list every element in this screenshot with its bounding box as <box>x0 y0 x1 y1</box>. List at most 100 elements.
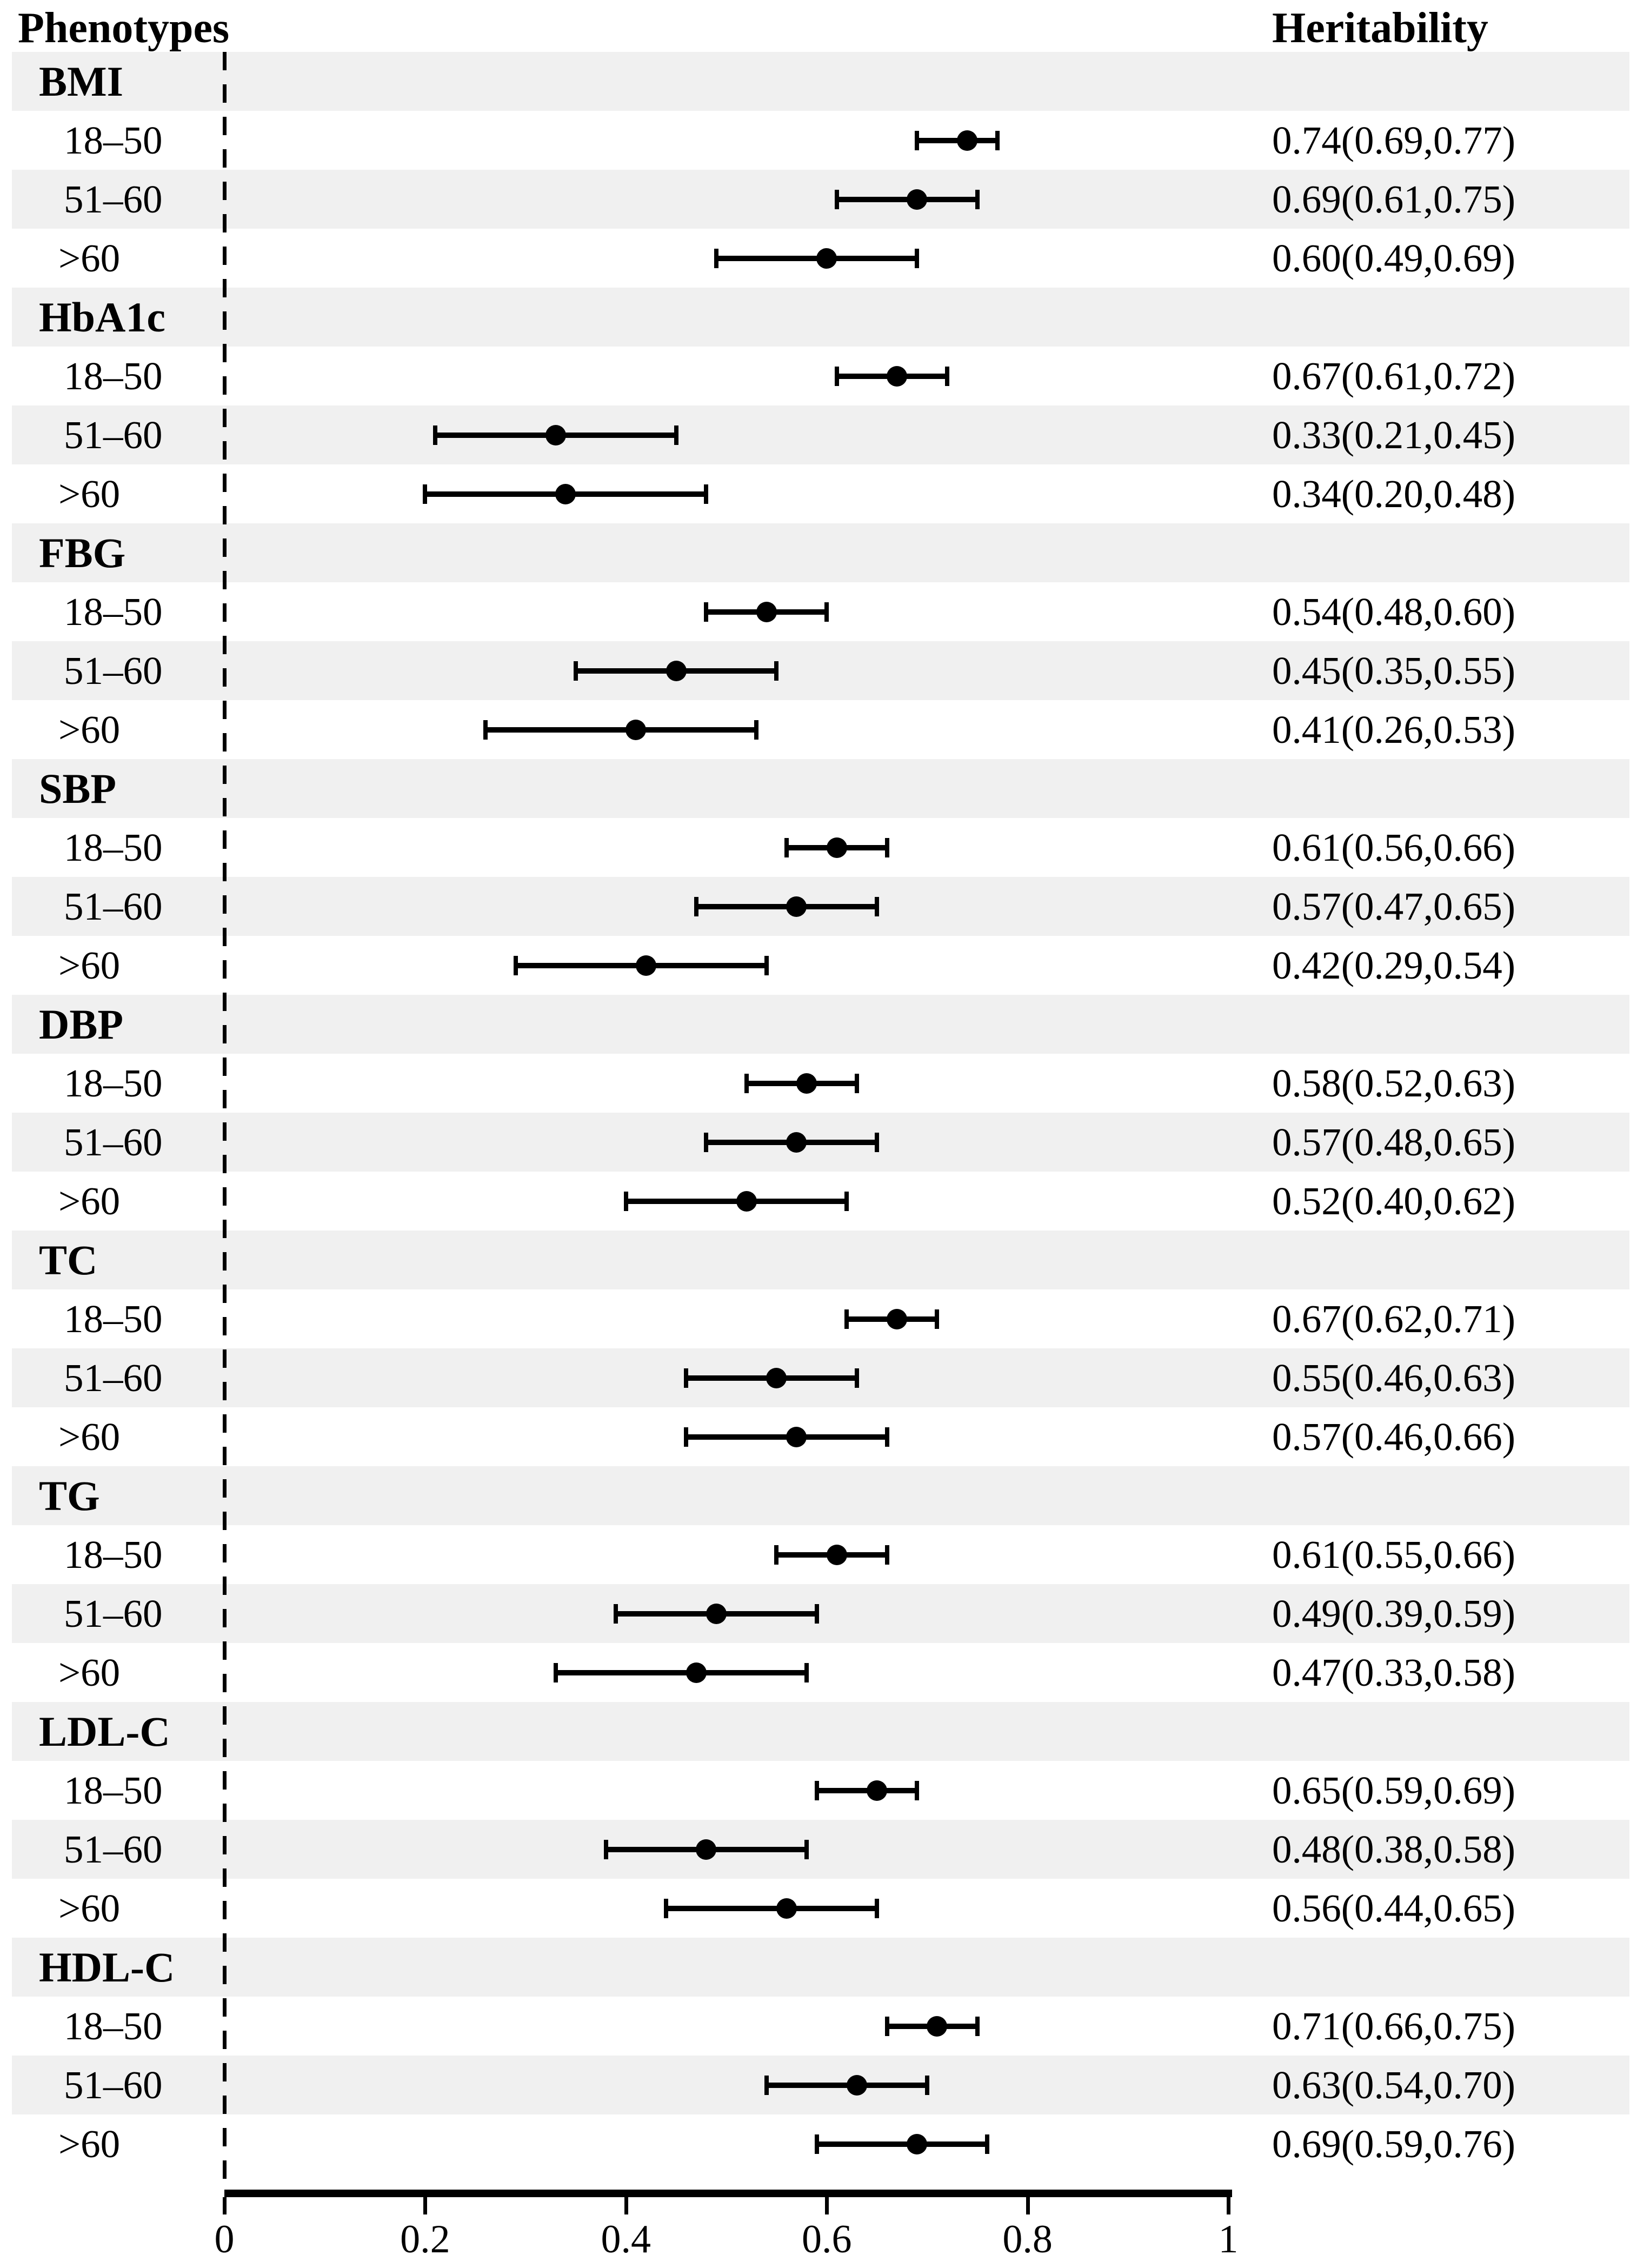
ci-upper-cap <box>854 1073 859 1093</box>
ci-lower-cap <box>614 1604 618 1624</box>
age-group-label: 51–60 <box>64 649 163 693</box>
ci-lower-cap <box>694 896 698 916</box>
ci-upper-cap <box>945 366 950 386</box>
point-estimate-marker <box>555 483 576 504</box>
phenotype-section-row <box>12 1466 1629 1525</box>
age-group-label: >60 <box>58 1651 121 1694</box>
heritability-value: 0.45(0.35,0.55) <box>1272 649 1516 693</box>
x-axis-tick-label: 0 <box>214 2217 235 2262</box>
x-axis-tick <box>624 2197 628 2214</box>
heritability-value: 0.41(0.26,0.53) <box>1272 708 1516 751</box>
point-estimate-marker <box>867 1780 888 1801</box>
x-axis-tick <box>423 2197 428 2214</box>
ci-errorbar-line <box>555 1670 807 1675</box>
point-estimate-marker <box>666 660 687 681</box>
age-group-label: 51–60 <box>64 1592 163 1635</box>
age-group-label: 18–50 <box>64 1061 163 1105</box>
phenotype-section-label: HDL-C <box>39 1944 175 1991</box>
ci-upper-cap <box>975 189 980 209</box>
x-axis-tick <box>1026 2197 1030 2214</box>
age-group-label: 18–50 <box>64 354 163 398</box>
heritability-value: 0.55(0.46,0.63) <box>1272 1356 1516 1400</box>
heritability-value: 0.42(0.29,0.54) <box>1272 943 1516 987</box>
phenotype-section-row <box>12 52 1629 111</box>
age-group-label: 18–50 <box>64 2004 163 2048</box>
ci-lower-cap <box>764 2075 769 2095</box>
age-group-label: 51–60 <box>64 177 163 221</box>
point-estimate-marker <box>786 896 807 917</box>
ci-lower-cap <box>714 248 718 268</box>
zero-reference-dashed-line <box>223 52 227 2190</box>
ci-upper-cap <box>704 484 709 504</box>
ci-lower-cap <box>684 1368 689 1388</box>
ci-lower-cap <box>513 955 518 975</box>
ci-lower-cap <box>423 484 428 504</box>
ci-upper-cap <box>804 1839 809 1859</box>
heritability-value: 0.57(0.47,0.65) <box>1272 884 1516 928</box>
phenotype-section-row <box>12 995 1629 1054</box>
ci-upper-cap <box>824 602 829 622</box>
phenotype-section-label: BMI <box>39 58 123 105</box>
ci-lower-cap <box>623 1191 628 1211</box>
age-group-label: 18–50 <box>64 1297 163 1341</box>
heritability-value: 0.69(0.61,0.75) <box>1272 177 1516 221</box>
heritability-value: 0.56(0.44,0.65) <box>1272 1886 1516 1930</box>
age-group-label: 51–60 <box>64 884 163 928</box>
point-estimate-marker <box>887 365 908 387</box>
x-axis-tick-label: 0.6 <box>801 2217 852 2262</box>
age-group-label: >60 <box>58 2122 121 2166</box>
ci-lower-cap <box>774 1545 779 1565</box>
phenotype-section-row <box>12 288 1629 347</box>
heritability-value: 0.47(0.33,0.58) <box>1272 1651 1516 1694</box>
point-estimate-marker <box>736 1190 757 1212</box>
ci-upper-cap <box>995 130 1000 150</box>
heritability-value: 0.61(0.55,0.66) <box>1272 1533 1516 1577</box>
ci-upper-cap <box>935 1309 940 1329</box>
x-axis-tick-label: 0.2 <box>400 2217 450 2262</box>
heritability-value: 0.63(0.54,0.70) <box>1272 2063 1516 2107</box>
point-estimate-marker <box>957 130 978 151</box>
point-estimate-marker <box>696 1839 717 1860</box>
ci-upper-cap <box>884 837 889 857</box>
ci-lower-cap <box>704 1132 709 1152</box>
x-axis-tick <box>223 2197 227 2214</box>
point-estimate-marker <box>545 424 566 445</box>
ci-upper-cap <box>924 2075 929 2095</box>
ci-errorbar-line <box>485 727 757 733</box>
point-estimate-marker <box>887 1308 908 1329</box>
heritability-value: 0.58(0.52,0.63) <box>1272 1061 1516 1105</box>
point-estimate-marker <box>635 955 656 976</box>
ci-lower-cap <box>884 2016 889 2036</box>
ci-upper-cap <box>674 425 678 445</box>
ci-errorbar-line <box>816 2141 988 2147</box>
x-axis-tick <box>825 2197 829 2214</box>
point-estimate-marker <box>786 1426 807 1447</box>
ci-lower-cap <box>483 720 488 740</box>
data-row <box>12 170 1629 229</box>
age-group-label: 18–50 <box>64 1533 163 1577</box>
heritability-value: 0.67(0.61,0.72) <box>1272 354 1516 398</box>
point-estimate-marker <box>786 1132 807 1153</box>
ci-lower-cap <box>573 661 578 681</box>
point-estimate-marker <box>625 719 647 740</box>
phenotype-section-label: TC <box>39 1236 98 1283</box>
heritability-value: 0.65(0.59,0.69) <box>1272 1768 1516 1812</box>
point-estimate-marker <box>816 248 837 269</box>
heritability-value: 0.69(0.59,0.76) <box>1272 2122 1516 2166</box>
ci-upper-cap <box>915 248 920 268</box>
ci-lower-cap <box>553 1662 558 1682</box>
age-group-label: >60 <box>58 236 121 280</box>
heritability-value: 0.57(0.48,0.65) <box>1272 1120 1516 1164</box>
age-group-label: >60 <box>58 1886 121 1930</box>
phenotype-section-label: SBP <box>39 765 117 812</box>
phenotype-section-row <box>12 1702 1629 1761</box>
age-group-label: 51–60 <box>64 1827 163 1871</box>
heritability-value: 0.71(0.66,0.75) <box>1272 2004 1516 2048</box>
age-group-label: 51–60 <box>64 1120 163 1164</box>
ci-lower-cap <box>814 1780 819 1800</box>
phenotype-section-label: TG <box>39 1472 100 1519</box>
ci-lower-cap <box>432 425 437 445</box>
heritability-column-header: Heritability <box>1272 4 1488 52</box>
heritability-value: 0.74(0.69,0.77) <box>1272 118 1516 162</box>
data-row <box>12 1820 1629 1879</box>
